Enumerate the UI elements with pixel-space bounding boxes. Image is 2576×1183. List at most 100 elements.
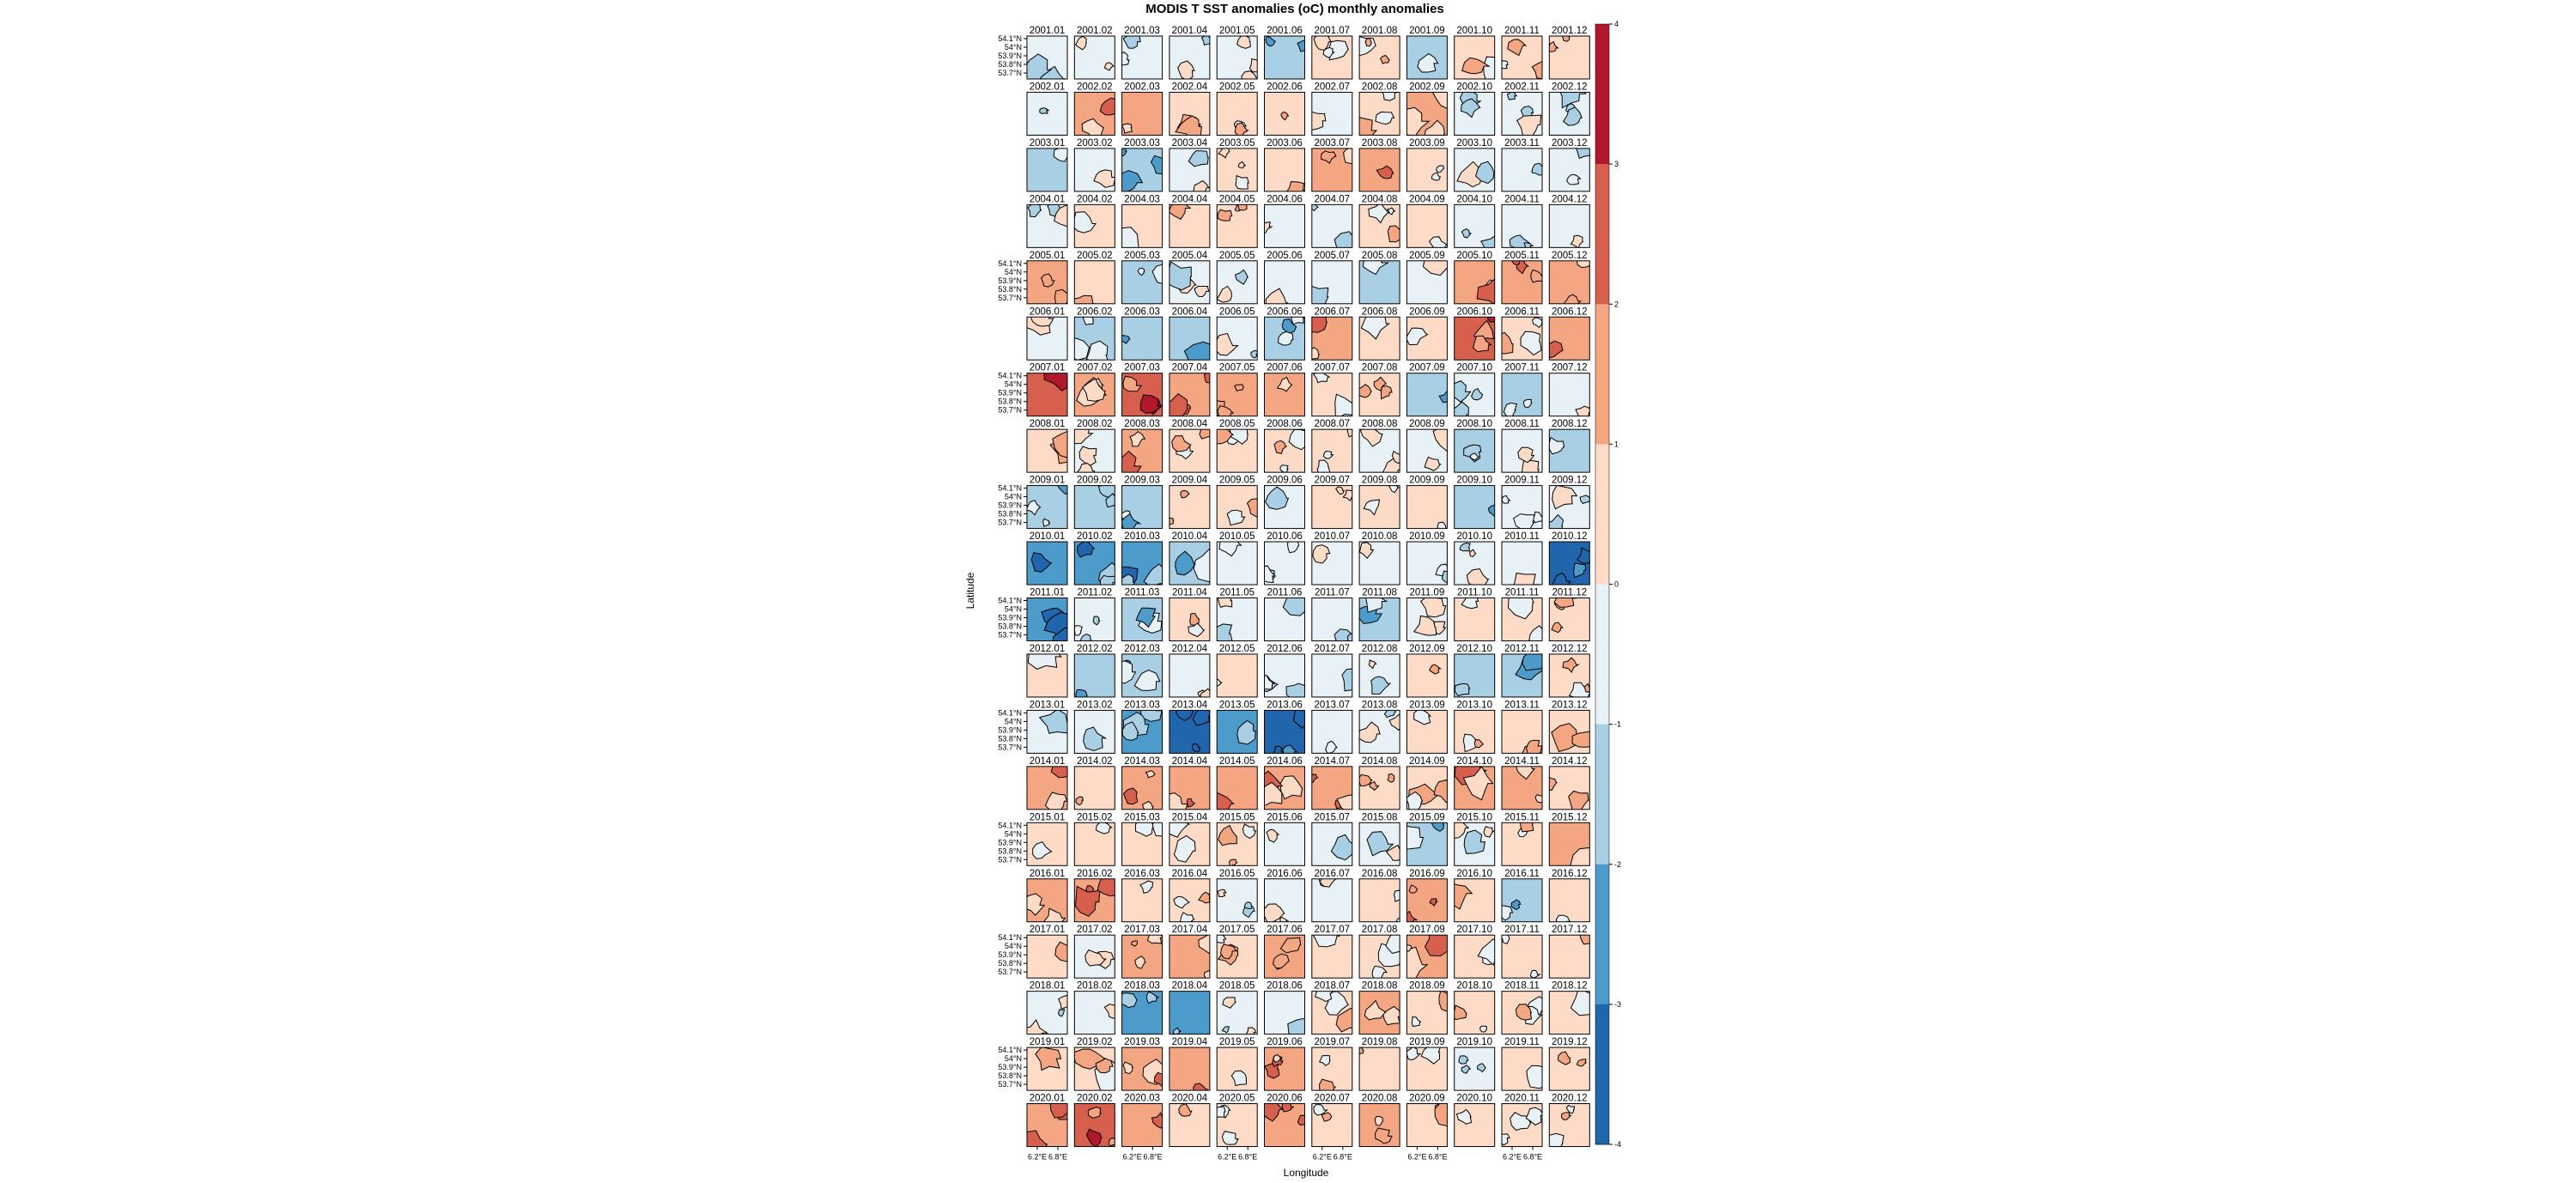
panel-border [1454,541,1496,585]
panel-label: 2002.11 [1504,82,1540,92]
contour [1052,627,1067,641]
panel-2003-02: 2003.02 [1073,138,1115,192]
panel-label: 2001.09 [1409,26,1445,36]
contour [1521,458,1540,473]
y-tick-label: 53.7°N [998,294,1022,302]
panel-2018-09: 2018.09 [1406,981,1448,1035]
panel-2008-04: 2008.04 [1169,419,1211,473]
panel-2015-06: 2015.06 [1264,812,1305,866]
panel-fill [1169,653,1210,697]
panel-2004-04: 2004.04 [1169,194,1211,248]
panel-2010-12: 2010.12 [1548,531,1590,585]
panel-border [1501,91,1543,136]
contour [1321,1112,1333,1122]
contour [1311,285,1329,304]
panel-border [1358,991,1400,1035]
panel-2016-07: 2016.07 [1311,869,1353,923]
panel-label: 2007.07 [1315,363,1351,373]
panel-2006-04: 2006.04 [1169,306,1211,361]
contour [1218,824,1237,846]
panel-label: 2014.01 [1030,756,1066,767]
panel-2001-07: 2001.07 [1311,26,1353,80]
panel-label: 2006.03 [1124,306,1160,317]
panel-2007-09: 2007.09 [1406,363,1448,417]
panel-label: 2015.11 [1504,812,1540,822]
panel-2007-03: 2007.03 [1121,363,1163,417]
panel-border [1026,766,1068,810]
contour [1454,822,1470,839]
contour [1502,60,1509,70]
panel-border [1358,428,1400,473]
panel-border [1454,203,1496,248]
contour [1570,991,1590,1016]
x-tick-label: 6.2°E [1407,1153,1426,1162]
panel-2017-08: 2017.08 [1358,925,1400,979]
panel-2015-08: 2015.08 [1358,812,1400,866]
panel-label: 2016.11 [1504,869,1540,879]
panel-label: 2008.02 [1077,419,1113,429]
panel-2001-04: 2001.04 [1169,26,1211,80]
panel-border [1358,316,1400,361]
contour [1469,452,1480,461]
panel-border [1501,709,1543,754]
panel-border [1121,598,1163,641]
panel-border [1026,598,1068,641]
panel-border [1311,822,1353,866]
panel-label: 2006.10 [1456,306,1492,317]
contour [1273,1053,1284,1063]
contour [1454,682,1471,697]
contour [1203,969,1210,979]
contour [1359,117,1378,136]
panel-border [1264,991,1305,1035]
panel-2007-12: 2007.12 [1548,363,1590,417]
contour [1122,375,1143,392]
panel-border [1501,1046,1543,1091]
panel-label: 2017.11 [1504,925,1540,935]
panel-label: 2016.04 [1172,869,1208,879]
panel-border [1264,260,1305,305]
panel-label: 2001.05 [1219,26,1255,36]
panel-2019-12: 2019.12 [1548,1037,1590,1091]
panel-2020-08: 2020.08 [1358,1094,1400,1148]
panel-border [1169,428,1211,473]
panel-2017-01: 2017.01 54.1°N54°N53.9°N53.8°N53.7°N [998,925,1068,979]
contour [1549,777,1558,792]
panel-2005-11: 2005.11 [1501,251,1543,305]
panel-2016-03: 2016.03 [1121,869,1163,923]
contour [1075,796,1084,806]
contour [1246,498,1258,518]
panel-border [1501,541,1543,585]
panel-2006-05: 2006.05 [1216,306,1258,361]
contour [1264,565,1277,584]
panel-label: 2016.09 [1409,869,1445,879]
panel-label: 2006.01 [1030,306,1066,317]
panel-border [1454,91,1496,136]
contour [1281,1103,1295,1113]
panel-border [1026,373,1068,417]
panel-2006-07: 2006.07 [1311,306,1353,361]
panel-label: 2004.10 [1456,194,1492,204]
panel-border [1121,1046,1163,1091]
contour [1366,831,1394,857]
colorbar-tick-label: -3 [1614,1000,1621,1009]
panel-2014-09: 2014.09 [1406,756,1448,810]
contour [1436,165,1445,173]
panel-label: 2006.12 [1552,306,1588,317]
panel-border [1501,878,1543,923]
contour [1077,542,1096,558]
contour [1342,489,1352,502]
panel-label: 2001.06 [1267,26,1303,36]
panel-2006-08: 2006.08 [1358,306,1400,361]
panel-border [1026,1103,1068,1148]
panel-border [1216,822,1258,866]
contour [1420,1047,1441,1065]
panel-border [1264,316,1305,361]
contour [1217,889,1227,898]
panel-2004-11: 2004.11 [1501,194,1543,248]
panel-label: 2010.06 [1267,531,1303,542]
panel-border [1406,766,1448,810]
panel-2011-10: 2011.10 [1454,588,1496,641]
contour [1131,940,1139,947]
panel-border [1169,878,1211,923]
contour [1387,225,1400,243]
